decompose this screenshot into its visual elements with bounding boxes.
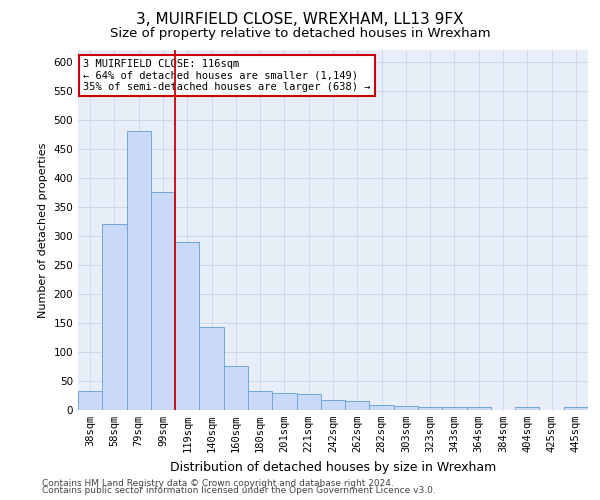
Bar (321, 400, 345, 410)
Bar (564, 406, 588, 410)
Bar (102, 224, 127, 410)
Bar (224, 366, 248, 410)
Bar (345, 400, 370, 410)
Bar (394, 406, 418, 410)
Bar (127, 132, 151, 410)
Bar (78, 392, 102, 410)
Text: Contains public sector information licensed under the Open Government Licence v3: Contains public sector information licen… (42, 486, 436, 495)
Text: Contains HM Land Registry data © Crown copyright and database right 2024.: Contains HM Land Registry data © Crown c… (42, 478, 394, 488)
Bar (199, 327, 224, 410)
Bar (151, 192, 175, 410)
Bar (175, 242, 199, 410)
Bar (248, 392, 272, 410)
Bar (296, 394, 321, 410)
Y-axis label: Number of detached properties: Number of detached properties (38, 142, 48, 318)
Bar (272, 392, 296, 410)
Text: Size of property relative to detached houses in Wrexham: Size of property relative to detached ho… (110, 28, 490, 40)
Bar (442, 407, 467, 410)
Bar (515, 407, 539, 410)
Text: 3 MUIRFIELD CLOSE: 116sqm
← 64% of detached houses are smaller (1,149)
35% of se: 3 MUIRFIELD CLOSE: 116sqm ← 64% of detac… (83, 59, 371, 92)
Bar (467, 407, 491, 410)
Bar (370, 405, 394, 410)
X-axis label: Distribution of detached houses by size in Wrexham: Distribution of detached houses by size … (170, 460, 496, 473)
Bar (418, 407, 442, 410)
Text: 3, MUIRFIELD CLOSE, WREXHAM, LL13 9FX: 3, MUIRFIELD CLOSE, WREXHAM, LL13 9FX (136, 12, 464, 28)
